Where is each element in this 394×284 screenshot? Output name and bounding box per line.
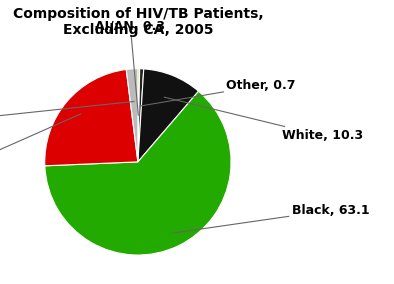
- Wedge shape: [45, 91, 231, 255]
- Text: Black, 63.1: Black, 63.1: [173, 204, 369, 233]
- Wedge shape: [138, 69, 139, 162]
- Text: Hispanic, 23.7: Hispanic, 23.7: [0, 114, 81, 185]
- Wedge shape: [138, 69, 144, 162]
- Wedge shape: [126, 69, 138, 162]
- Text: Other, 0.7: Other, 0.7: [140, 79, 296, 106]
- Text: White, 10.3: White, 10.3: [164, 97, 363, 142]
- Wedge shape: [45, 70, 138, 166]
- Text: Asian, 2.0: Asian, 2.0: [0, 101, 134, 126]
- Wedge shape: [138, 69, 199, 162]
- Title: Composition of HIV/TB Patients,
Excluding CA, 2005: Composition of HIV/TB Patients, Excludin…: [13, 7, 263, 37]
- Text: AI/AN, 0.3: AI/AN, 0.3: [95, 20, 165, 115]
